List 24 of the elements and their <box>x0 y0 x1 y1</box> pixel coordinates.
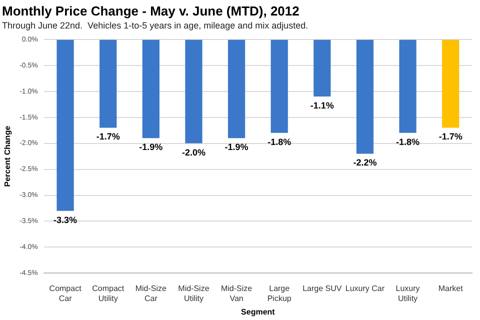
data-label: -3.3% <box>54 214 78 225</box>
x-tick-label: Mid-Size Utility <box>178 284 210 303</box>
x-tick-label: Mid-Size Van <box>220 284 253 303</box>
data-label: -2.0% <box>182 147 206 158</box>
y-axis-title: Percent Change <box>3 125 12 187</box>
x-tick-label: Luxury Car <box>345 284 385 294</box>
chart-subtitle: Through June 22nd. Vehicles 1-to-5 years in age, mileage and mix adjusted. <box>2 20 308 30</box>
x-tick-label: Compact Car <box>49 284 82 303</box>
data-label: -2.2% <box>353 158 377 168</box>
x-tick-label: Mid-Size Car <box>135 284 168 303</box>
data-label: -1.8% <box>396 136 420 147</box>
data-label: -1.8% <box>268 136 292 147</box>
x-axis-title: Segment <box>241 307 276 316</box>
x-tick-label: Luxury Utility <box>396 284 420 303</box>
data-label: -1.1% <box>310 100 334 111</box>
data-label: -1.9% <box>224 142 248 152</box>
x-tick-label: Market <box>438 284 464 294</box>
x-tick-label: Large Pickup <box>267 284 292 303</box>
data-label: -1.7% <box>438 132 462 142</box>
data-label: -1.7% <box>96 132 120 142</box>
chart-title: Monthly Price Change - May v. June (MTD), 2012 <box>2 3 300 18</box>
x-tick-label: Compact Utility <box>92 284 125 303</box>
data-label: -1.9% <box>139 142 163 152</box>
x-tick-label: Large SUV <box>302 284 342 294</box>
